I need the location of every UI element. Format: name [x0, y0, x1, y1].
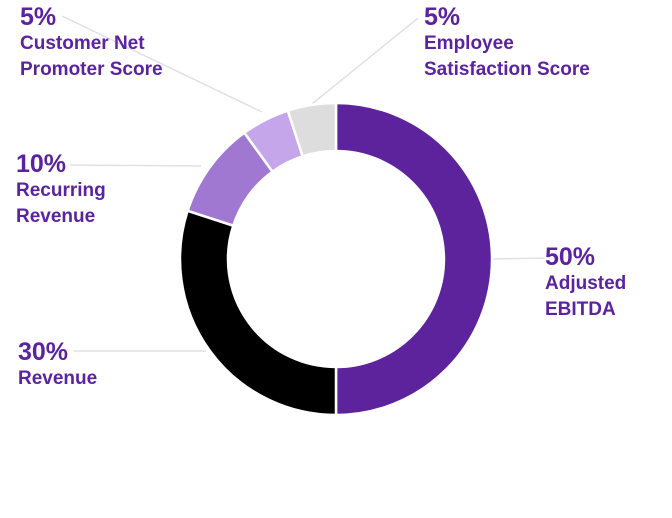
slice-name-label: EBITDA: [545, 299, 616, 320]
leader-line: [61, 15, 263, 113]
slice-name-label: Revenue: [18, 368, 97, 389]
slice-percent-label: 5%: [20, 3, 56, 31]
slice-name-label: Promoter Score: [20, 59, 163, 80]
slice-revenue: [178, 209, 338, 417]
slice-percent-label: 30%: [18, 338, 68, 366]
leader-line: [69, 164, 202, 167]
leader-line: [311, 17, 419, 105]
slice-adjusted-ebitda: [334, 101, 494, 417]
slice-percent-label: 10%: [16, 150, 66, 178]
leader-line: [491, 257, 546, 260]
leader-lines: [61, 15, 546, 352]
slice-name-label: Satisfaction Score: [424, 59, 590, 80]
slice-labels: 50%AdjustedEBITDA30%Revenue10%RecurringR…: [16, 3, 626, 389]
slice-name-label: Customer Net: [20, 33, 145, 54]
slice-name-label: Adjusted: [545, 273, 626, 294]
slice-name-label: Revenue: [16, 206, 95, 227]
slice-name-label: Employee: [424, 33, 514, 54]
slice-percent-label: 5%: [424, 3, 460, 31]
slice-name-label: Recurring: [16, 180, 106, 201]
donut-slices: [178, 101, 494, 417]
slice-percent-label: 50%: [545, 243, 595, 271]
slice-employee-satisfaction-score: [286, 101, 338, 158]
